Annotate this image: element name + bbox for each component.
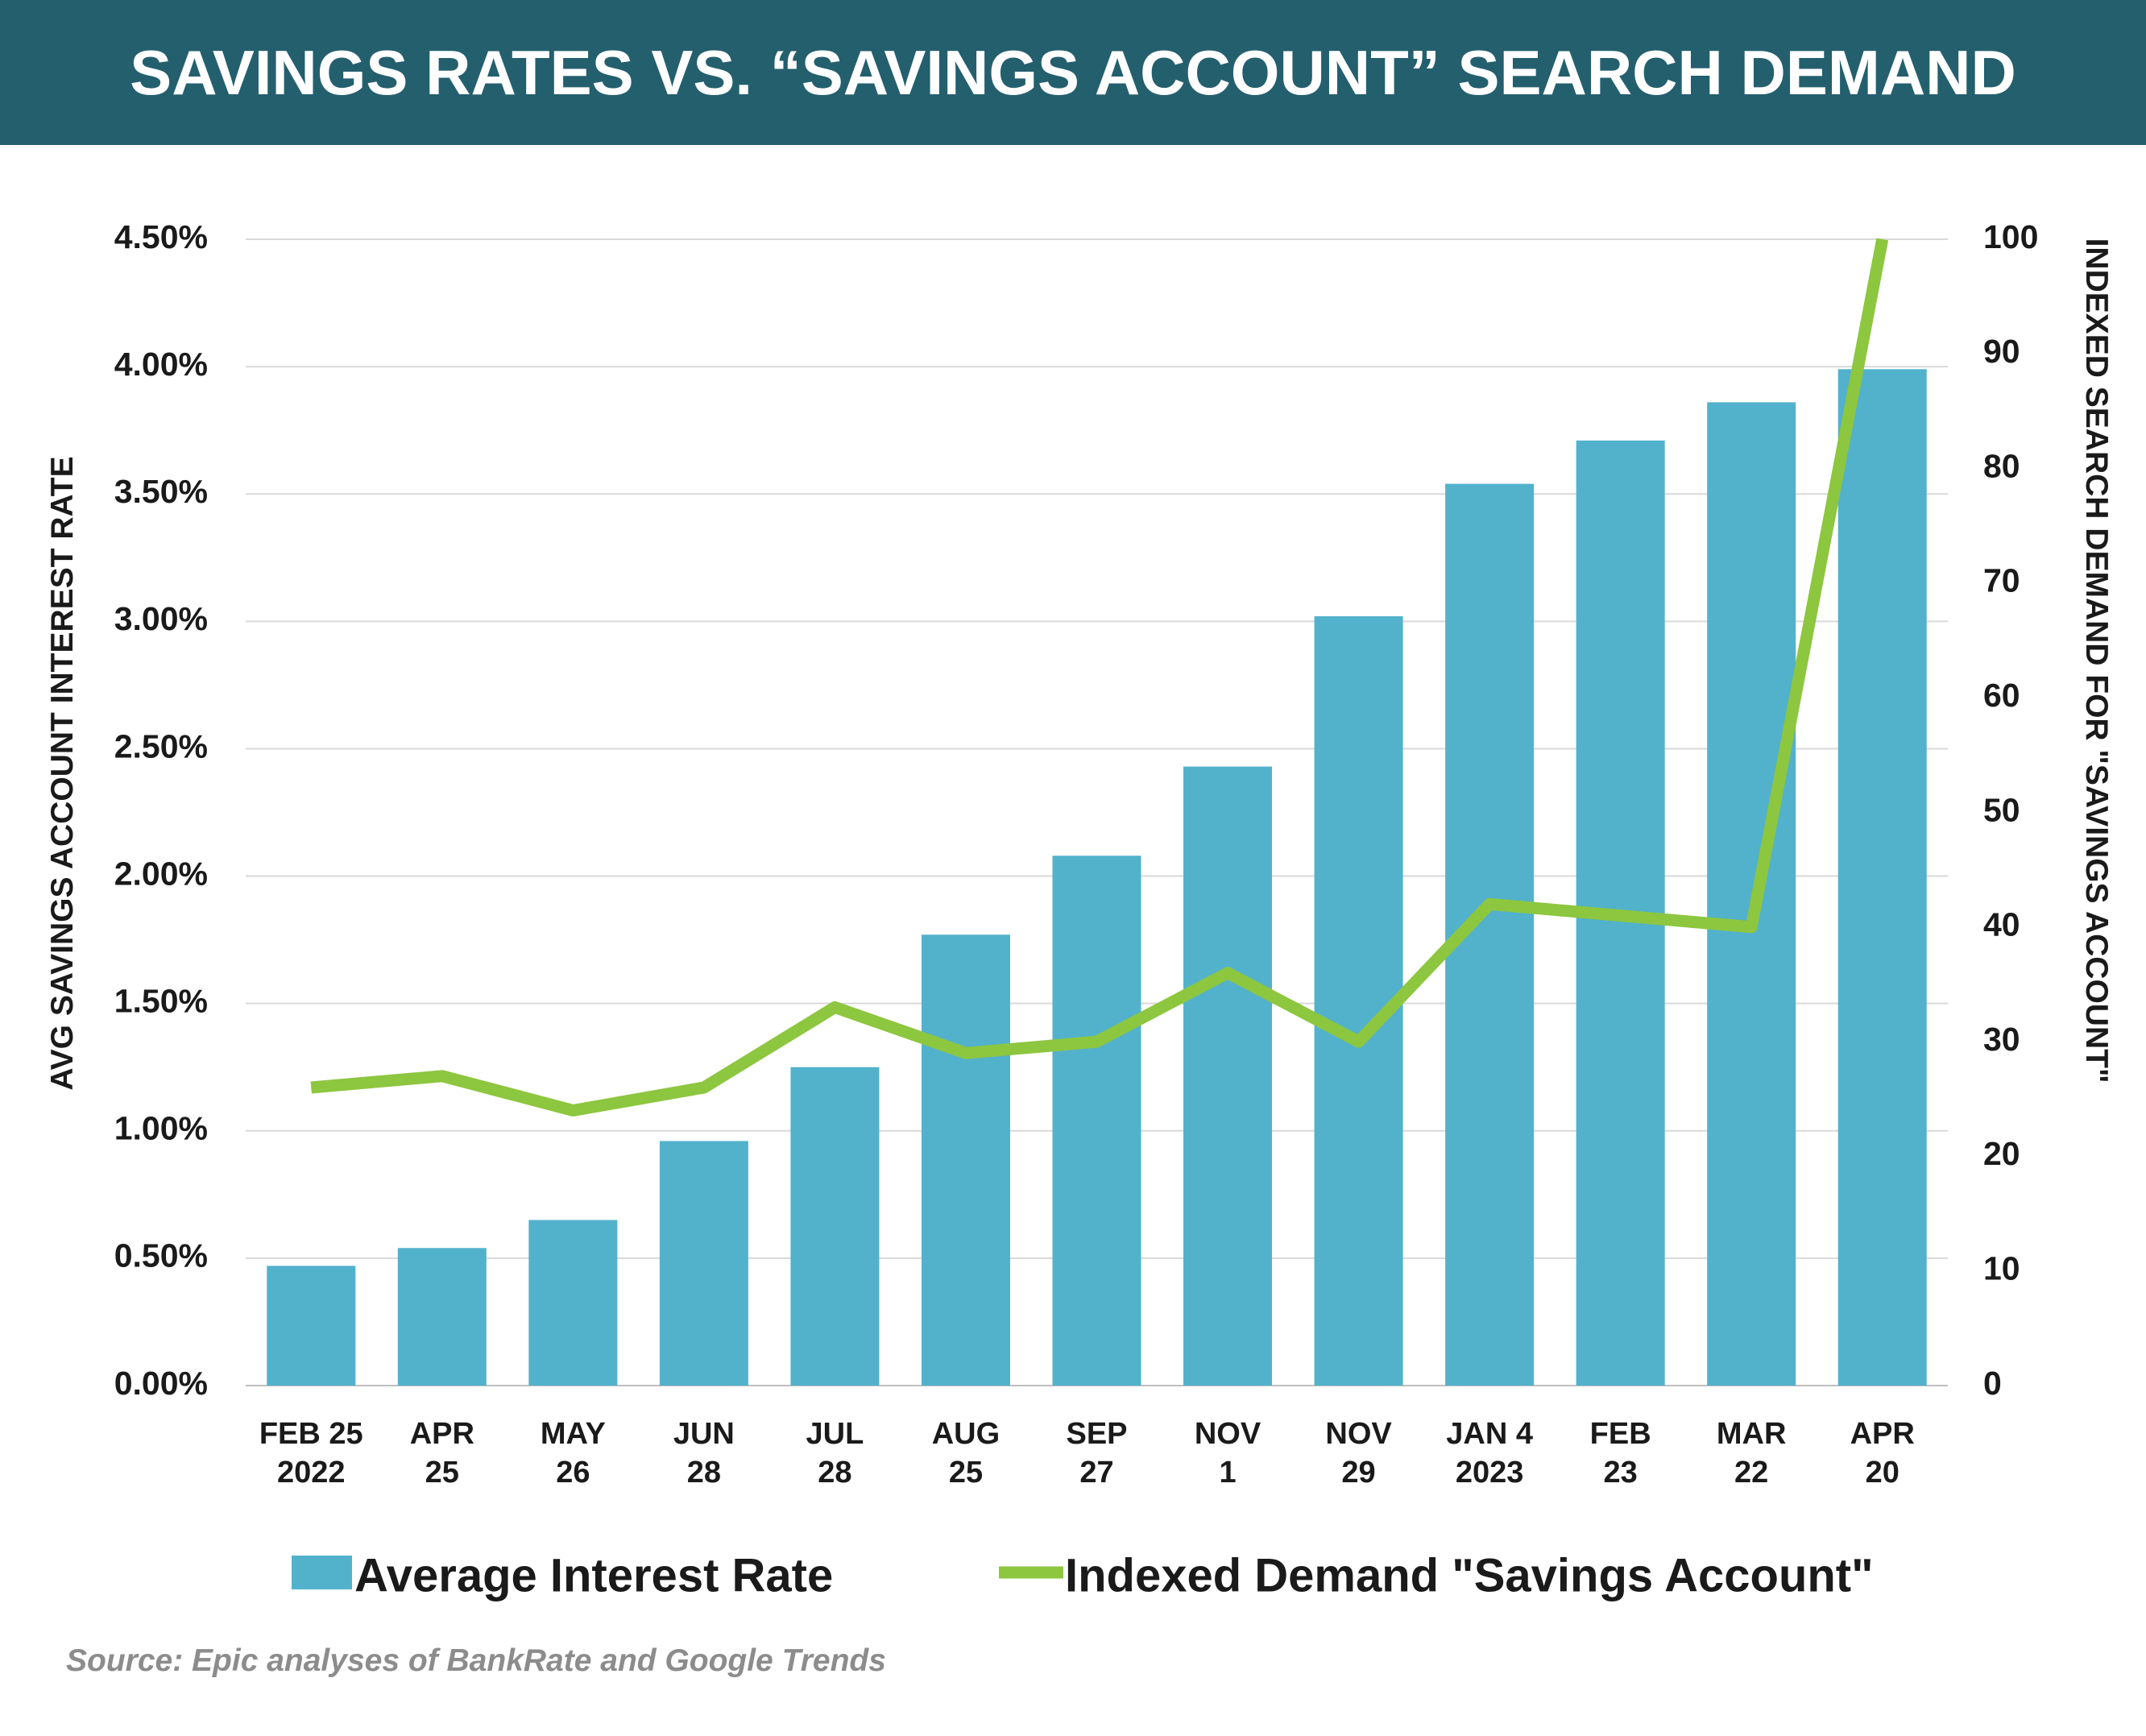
- x-tick-label: APR 20: [1850, 1417, 1915, 1489]
- x-tick-label-line: APR: [1850, 1417, 1915, 1451]
- y-right-tick-label: 80: [1983, 447, 2020, 484]
- y-left-tick-label: 4.50%: [114, 218, 208, 255]
- y-left-tick-label: 1.00%: [114, 1110, 208, 1147]
- demand-point: [1620, 915, 1622, 917]
- x-tick-label-line: 26: [556, 1456, 590, 1489]
- x-tick-label: APR 25: [410, 1417, 474, 1489]
- x-tick-label-line: MAY: [541, 1417, 606, 1451]
- source-note: Source: Epic analyses of BankRate and Go…: [66, 1643, 886, 1678]
- demand-point: [965, 1052, 967, 1054]
- combo-chart: 0.00% 0.50% 1.00% 1.50% 2.00% 2.50% 3.00% 3.50%…: [45, 218, 2114, 1602]
- x-tick-label-line: 28: [818, 1456, 851, 1489]
- demand-point: [1882, 238, 1883, 240]
- x-tick-label: AUG 25: [932, 1417, 1000, 1489]
- y-left-tick-label: 3.50%: [114, 473, 208, 510]
- x-tick-label-line: 25: [949, 1456, 983, 1489]
- x-tick-label-line: 23: [1604, 1456, 1638, 1489]
- y-right-tick-label: 100: [1983, 218, 2038, 255]
- bar: [1707, 402, 1796, 1386]
- y-right-tick-label: 40: [1983, 906, 2020, 943]
- x-tick-label: JAN 4 2023: [1446, 1417, 1533, 1489]
- x-tick-label-line: MAR: [1717, 1417, 1787, 1451]
- bar: [397, 1248, 487, 1386]
- y-left-tick-label: 0.50%: [114, 1237, 208, 1274]
- x-tick-label-line: NOV: [1325, 1417, 1392, 1451]
- x-tick-label-line: FEB: [1590, 1417, 1651, 1451]
- legend-line-label: Indexed Demand "Savings Account": [1065, 1549, 1874, 1601]
- x-tick-label: MAR 22: [1717, 1417, 1787, 1489]
- x-tick-label-line: FEB 25: [259, 1417, 363, 1451]
- x-tick-label-line: 2023: [1456, 1456, 1524, 1489]
- x-tick-label-line: NOV: [1195, 1417, 1262, 1451]
- y-right-tick-label: 20: [1983, 1135, 2020, 1172]
- demand-point: [1489, 903, 1490, 905]
- y-right-tick-label: 30: [1983, 1021, 2020, 1058]
- legend: Average Interest Rate Indexed Demand "Sa…: [292, 1549, 1874, 1601]
- y-left-tick-label: 4.00%: [114, 346, 208, 383]
- y-left-tick-label: 3.00%: [114, 600, 208, 637]
- legend-bar-label: Average Interest Rate: [354, 1549, 833, 1601]
- x-tick-label: SEP 27: [1066, 1417, 1127, 1489]
- x-tick-label: NOV 29: [1325, 1417, 1392, 1489]
- bar: [1837, 369, 1927, 1386]
- x-tick-label-line: JUL: [806, 1417, 864, 1451]
- bar: [528, 1220, 618, 1386]
- y-right-tick-label: 60: [1983, 677, 2020, 714]
- y-left-tick-label: 0.00%: [114, 1365, 208, 1402]
- x-tick-label: NOV 1: [1195, 1417, 1262, 1489]
- y-right-tick-label: 0: [1983, 1365, 2002, 1402]
- demand-point: [1750, 926, 1752, 928]
- x-tick-label-line: 25: [425, 1456, 459, 1489]
- legend-bar-swatch: [292, 1556, 352, 1589]
- header-banner: SAVINGS RATES VS. “SAVINGS ACCOUNT” SEAR…: [0, 0, 2146, 145]
- bar: [790, 1067, 880, 1386]
- y-axis-right-label: INDEXED SEARCH DEMAND FOR "SAVINGS ACCOU…: [2079, 238, 2114, 1083]
- bar: [921, 934, 1010, 1386]
- y-left-tick-label: 1.50%: [114, 982, 208, 1019]
- x-tick-label-line: 28: [687, 1456, 721, 1489]
- demand-point: [441, 1075, 443, 1077]
- x-tick-label-line: APR: [410, 1417, 474, 1451]
- x-tick-label-line: SEP: [1066, 1417, 1127, 1451]
- y-right-tick-label: 10: [1983, 1250, 2020, 1287]
- x-tick-label-line: 1: [1219, 1456, 1236, 1489]
- x-tick-label-line: 2022: [277, 1456, 346, 1489]
- x-tick-label-line: 29: [1341, 1456, 1375, 1489]
- x-tick-label: FEB 23: [1590, 1417, 1651, 1489]
- x-tick-label-line: 27: [1079, 1456, 1113, 1489]
- bar: [1314, 616, 1403, 1386]
- x-tick-label-line: 20: [1866, 1456, 1900, 1489]
- x-tick-label: FEB 25 2022: [259, 1417, 363, 1489]
- bar: [1183, 766, 1273, 1386]
- x-tick-label-line: AUG: [932, 1417, 1000, 1451]
- y-left-tick-label: 2.50%: [114, 727, 208, 764]
- demand-point: [572, 1109, 574, 1111]
- x-tick-label-line: JAN 4: [1446, 1417, 1533, 1451]
- y-right-tick-label: 90: [1983, 333, 2020, 370]
- chart-title: SAVINGS RATES VS. “SAVINGS ACCOUNT” SEAR…: [130, 36, 2016, 108]
- bar: [659, 1141, 748, 1386]
- y-left-tick-label: 2.00%: [114, 855, 208, 892]
- bar: [1052, 856, 1141, 1386]
- bar: [267, 1266, 356, 1386]
- x-tick-label-line: 22: [1734, 1456, 1768, 1489]
- x-tick-label: JUL 28: [806, 1417, 864, 1489]
- y-right-tick-label: 50: [1983, 791, 2020, 828]
- y-axis-left-label: AVG SAVINGS ACCOUNT INTEREST RATE: [45, 456, 80, 1090]
- y-right-tick-label: 70: [1983, 562, 2020, 599]
- x-tick-label-line: JUN: [673, 1417, 735, 1451]
- x-tick-label: MAY 26: [541, 1417, 606, 1489]
- x-tick-label: JUN 28: [673, 1417, 735, 1489]
